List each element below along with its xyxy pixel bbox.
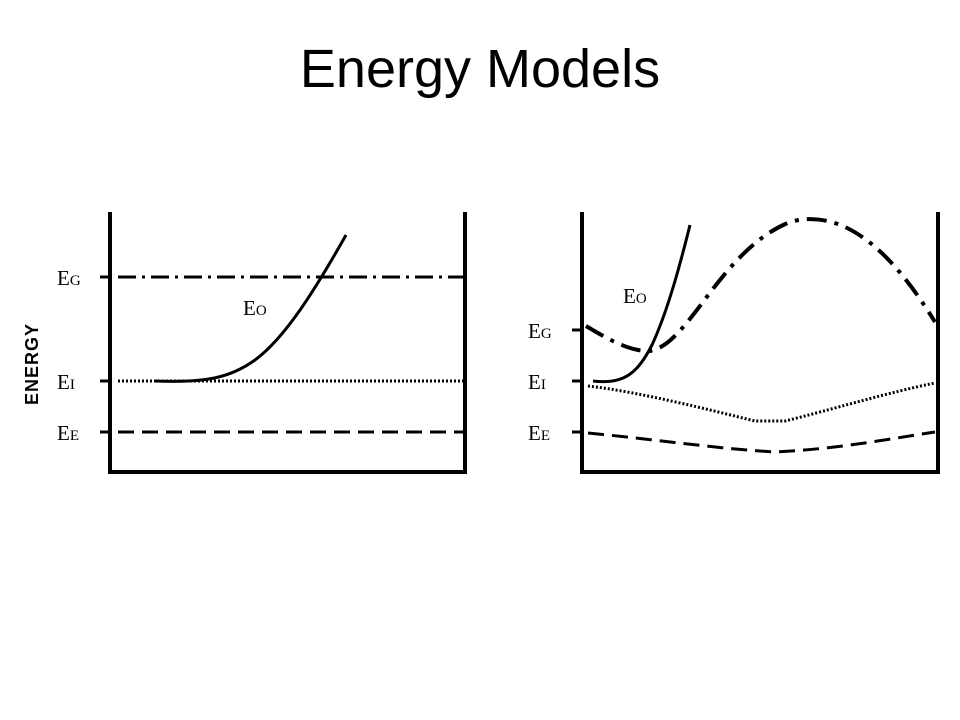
left-panel: EG EI EE EO (57, 212, 467, 474)
right-eo-label: EO (623, 284, 647, 308)
right-eo-curve (592, 224, 692, 384)
left-eo-label: EO (243, 296, 267, 320)
y-axis-label: ENERGY (22, 323, 42, 405)
left-eg-label: EG (57, 266, 81, 290)
right-panel-frame (580, 212, 940, 474)
right-ee-label: EE (528, 421, 550, 445)
right-eg-curve (584, 217, 937, 354)
slide-title: Energy Models (299, 39, 661, 99)
right-panel: EG EI EE EO (528, 212, 940, 474)
left-panel-frame (108, 212, 467, 474)
left-ee-label: EE (57, 421, 79, 445)
right-ei-curve (587, 381, 936, 423)
right-ei-label: EI (528, 370, 546, 394)
left-ei-label: EI (57, 370, 75, 394)
right-ee-curve (587, 430, 936, 454)
right-eg-label: EG (528, 319, 552, 343)
left-eo-curve (154, 234, 348, 383)
